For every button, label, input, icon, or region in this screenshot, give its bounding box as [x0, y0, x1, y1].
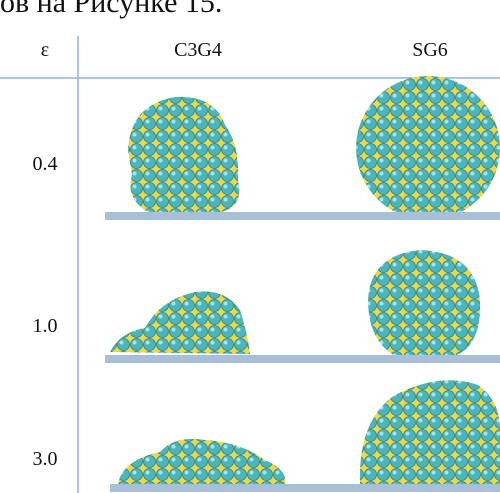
droplet-image [128, 97, 239, 213]
droplet-image [118, 439, 285, 484]
surface [105, 212, 500, 220]
droplet-image [368, 250, 480, 356]
header-cell: SG6 [412, 39, 448, 61]
surface [105, 355, 500, 363]
page: ов на Рисунке 15. ε C3G4 SG6 0.4 1.0 3.0… [0, 0, 500, 493]
figure: ов на Рисунке 15. ε C3G4 SG6 0.4 1.0 3.0 [0, 0, 500, 493]
row-label: 1.0 [33, 315, 58, 337]
header-cell: C3G4 [174, 39, 222, 61]
caption-fragment: ов на Рисунке 15. [0, 0, 222, 19]
droplet-image [356, 76, 500, 220]
surface [110, 484, 500, 492]
row-label: 3.0 [33, 448, 58, 470]
droplet-image [360, 380, 500, 484]
header-cell: ε [41, 39, 49, 61]
droplet-image [110, 291, 250, 354]
row-label: 0.4 [33, 153, 58, 175]
